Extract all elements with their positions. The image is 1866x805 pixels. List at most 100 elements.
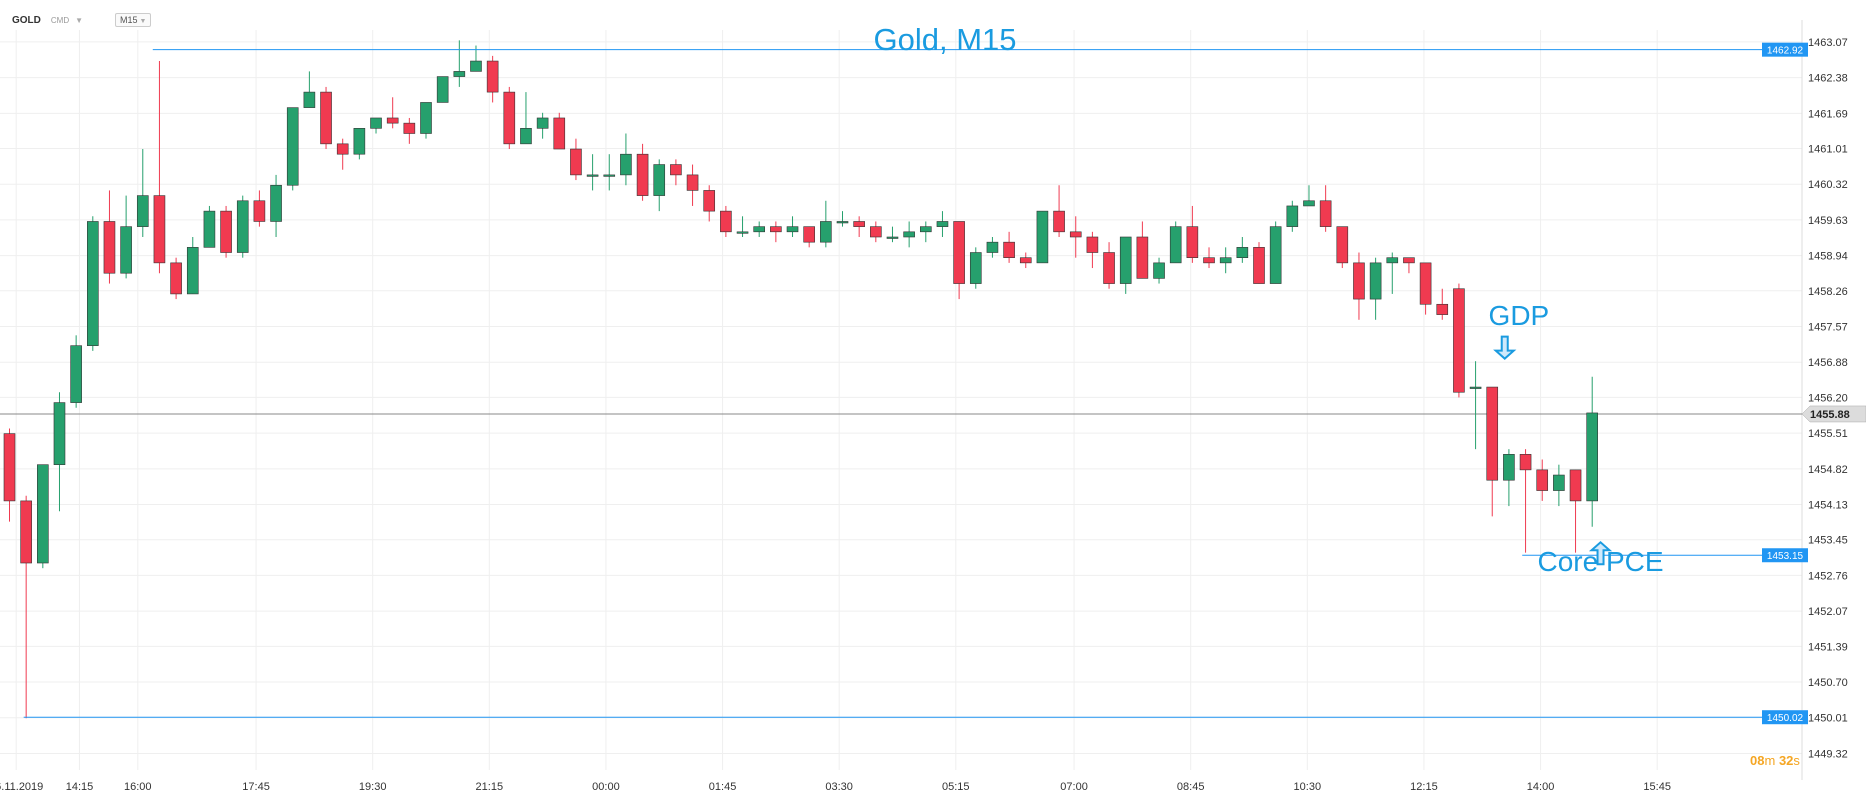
candle-up xyxy=(1119,236,1132,284)
candle-down xyxy=(1019,257,1032,264)
candle-down xyxy=(1419,262,1432,305)
level-price-tag xyxy=(1762,710,1808,725)
candle-up xyxy=(1303,200,1315,207)
candle-down xyxy=(1186,226,1199,258)
candle-down xyxy=(1053,210,1065,233)
x-tick-label: 16:00 xyxy=(124,781,152,793)
y-tick-label: 1456.20 xyxy=(1808,392,1848,404)
candle-down xyxy=(1403,257,1415,264)
candle-down xyxy=(670,164,682,176)
candle-up xyxy=(303,91,316,108)
y-tick-label: 1460.32 xyxy=(1808,179,1848,191)
chevron-down-icon: ▼ xyxy=(139,18,147,25)
candle-up xyxy=(70,345,82,403)
y-tick-label: 1452.76 xyxy=(1808,570,1848,582)
candle-up xyxy=(1586,412,1598,502)
candle-up xyxy=(903,231,915,238)
chart-title: Gold, M15 xyxy=(873,22,1016,57)
y-tick-label: 1458.94 xyxy=(1808,251,1848,263)
candle-down xyxy=(703,190,716,212)
level-price-tag xyxy=(1762,42,1808,57)
candle-down xyxy=(870,226,882,238)
candle-down xyxy=(503,91,516,145)
candle-up xyxy=(836,221,849,224)
x-tick-label: 17:45 xyxy=(242,781,270,793)
candle-up xyxy=(986,241,999,253)
y-tick-label: 1459.63 xyxy=(1808,215,1848,227)
timeframe-select[interactable]: M15 ▼ xyxy=(115,13,152,27)
candle-up xyxy=(536,117,549,129)
level-price-label: 1450.02 xyxy=(1767,713,1804,724)
y-tick-label: 1463.07 xyxy=(1808,37,1848,49)
candle-down xyxy=(386,117,399,124)
candle-down xyxy=(1436,303,1449,315)
candle-down xyxy=(1536,469,1549,491)
candle-up xyxy=(969,252,982,284)
symbol-label[interactable]: GOLD xyxy=(12,14,41,26)
y-tick-label: 1455.51 xyxy=(1808,428,1848,440)
candle-up xyxy=(786,226,799,233)
timeframe-label: M15 xyxy=(120,15,138,25)
x-tick-label: 00:00 xyxy=(592,781,620,793)
candle-down xyxy=(253,200,266,222)
y-tick-label: 1451.39 xyxy=(1808,641,1848,653)
candle-up xyxy=(353,128,366,155)
candle-up xyxy=(136,195,149,227)
candle-up xyxy=(653,164,666,196)
candle-down xyxy=(403,122,416,134)
x-tick-label: 26.11.2019 xyxy=(0,781,43,793)
arrow-up-icon xyxy=(1588,540,1613,566)
y-tick-label: 1456.88 xyxy=(1808,357,1848,369)
x-tick-label: 10:30 xyxy=(1294,781,1322,793)
candle-up xyxy=(1369,262,1382,300)
level-price-label: 1462.92 xyxy=(1767,46,1804,57)
candle-up xyxy=(1219,257,1232,264)
candle-up xyxy=(1153,262,1165,279)
candle-down xyxy=(686,174,699,191)
seconds-unit: s xyxy=(1793,753,1800,768)
candle-down xyxy=(1136,236,1149,279)
y-tick-label: 1457.57 xyxy=(1808,322,1848,334)
x-tick-label: 01:45 xyxy=(709,781,737,793)
candle-up xyxy=(520,128,532,145)
candle-down xyxy=(720,210,732,233)
candle-down xyxy=(1486,386,1499,481)
x-tick-label: 21:15 xyxy=(476,781,504,793)
arrow-down-icon xyxy=(1493,335,1517,360)
candle-up xyxy=(1269,226,1282,284)
candle-down xyxy=(1103,252,1115,284)
y-tick-label: 1458.26 xyxy=(1808,286,1848,298)
candle-up xyxy=(736,231,749,234)
candle-up xyxy=(420,102,432,134)
candle-up xyxy=(603,174,616,177)
candle-up xyxy=(186,247,199,295)
candle-up xyxy=(1503,454,1515,481)
candle-up xyxy=(1469,386,1482,389)
candle-up xyxy=(1169,226,1182,264)
minutes-unit: m xyxy=(1764,753,1776,768)
candle-down xyxy=(320,91,332,145)
candle-up xyxy=(203,210,216,248)
current-price-label: 1455.88 xyxy=(1810,409,1850,421)
candle-down xyxy=(1453,288,1465,393)
candle-up xyxy=(820,221,832,243)
candle-down xyxy=(1519,454,1532,471)
candle-up xyxy=(936,221,949,227)
candle-down xyxy=(153,195,166,264)
x-tick-label: 05:15 xyxy=(942,781,970,793)
candle-down xyxy=(1086,236,1099,253)
x-tick-label: 03:30 xyxy=(825,781,853,793)
candle-up xyxy=(470,60,482,72)
candle-down xyxy=(1253,247,1265,284)
y-tick-label: 1462.38 xyxy=(1808,73,1848,85)
candle-up xyxy=(87,221,99,346)
candle-down xyxy=(1003,241,1015,258)
y-tick-label: 1461.69 xyxy=(1808,108,1848,120)
y-tick-label: 1450.01 xyxy=(1808,713,1848,725)
timer-seconds: 32 xyxy=(1778,753,1794,768)
y-tick-label: 1450.70 xyxy=(1808,677,1848,689)
level-price-tag xyxy=(1762,548,1808,563)
chevron-down-icon[interactable]: ▼ xyxy=(75,15,84,25)
x-tick-label: 12:15 xyxy=(1410,781,1438,793)
